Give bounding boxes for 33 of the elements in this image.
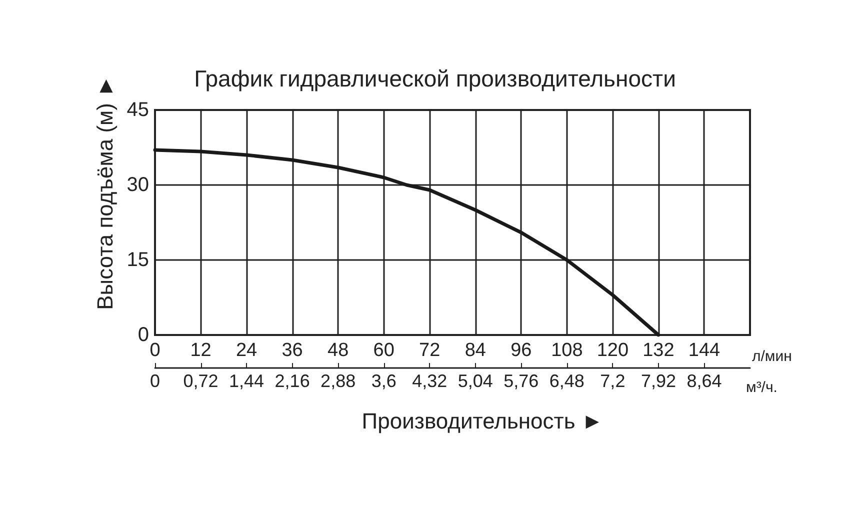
x2-tick-label: 5,04 bbox=[458, 371, 493, 391]
x2-tick-label: 2,16 bbox=[274, 371, 310, 391]
x2-tick-label: 7,2 bbox=[600, 371, 626, 391]
x-tick-label: 12 bbox=[190, 340, 212, 361]
x2-tick-label: 2,88 bbox=[320, 371, 356, 391]
y-tick-label: 45 bbox=[126, 99, 149, 121]
x-tick-label: 84 bbox=[464, 340, 486, 361]
x-tick-label: 36 bbox=[282, 340, 303, 361]
x2-tick-label: 1,44 bbox=[229, 371, 264, 391]
x-tick-label: 60 bbox=[373, 340, 394, 361]
x-axis-title: Производительность ► bbox=[362, 408, 604, 434]
y-tick-label: 15 bbox=[126, 249, 149, 271]
x2-tick-label: 7,92 bbox=[640, 371, 676, 391]
y-tick-label: 0 bbox=[138, 324, 149, 346]
text: л/мин bbox=[752, 348, 792, 365]
text: м³/ч. bbox=[746, 379, 778, 396]
x-tick-label: 72 bbox=[419, 340, 440, 361]
y-axis-title: Высота подъёма (м) ► bbox=[92, 75, 118, 310]
x-tick-label: 132 bbox=[642, 340, 674, 361]
x-tick-label: 120 bbox=[596, 340, 629, 361]
x-tick-label: 48 bbox=[328, 340, 349, 361]
x2-tick-label: 0,72 bbox=[183, 371, 218, 391]
x-tick-label: 24 bbox=[236, 340, 258, 361]
x2-tick-label: 6,48 bbox=[549, 371, 584, 391]
y-tick-label: 30 bbox=[126, 174, 149, 196]
x-tick-label: 108 bbox=[551, 340, 583, 361]
x2-tick-label: 3,6 bbox=[371, 371, 396, 391]
x2-tick-label: 5,76 bbox=[504, 371, 539, 391]
x2-tick-label: 8,64 bbox=[686, 371, 722, 391]
chart-title: График гидравлической производительности bbox=[194, 66, 676, 92]
x2-tick-label: 4,32 bbox=[412, 371, 448, 391]
x-tick-label: 96 bbox=[510, 340, 532, 361]
x-tick-label: 144 bbox=[688, 340, 721, 361]
